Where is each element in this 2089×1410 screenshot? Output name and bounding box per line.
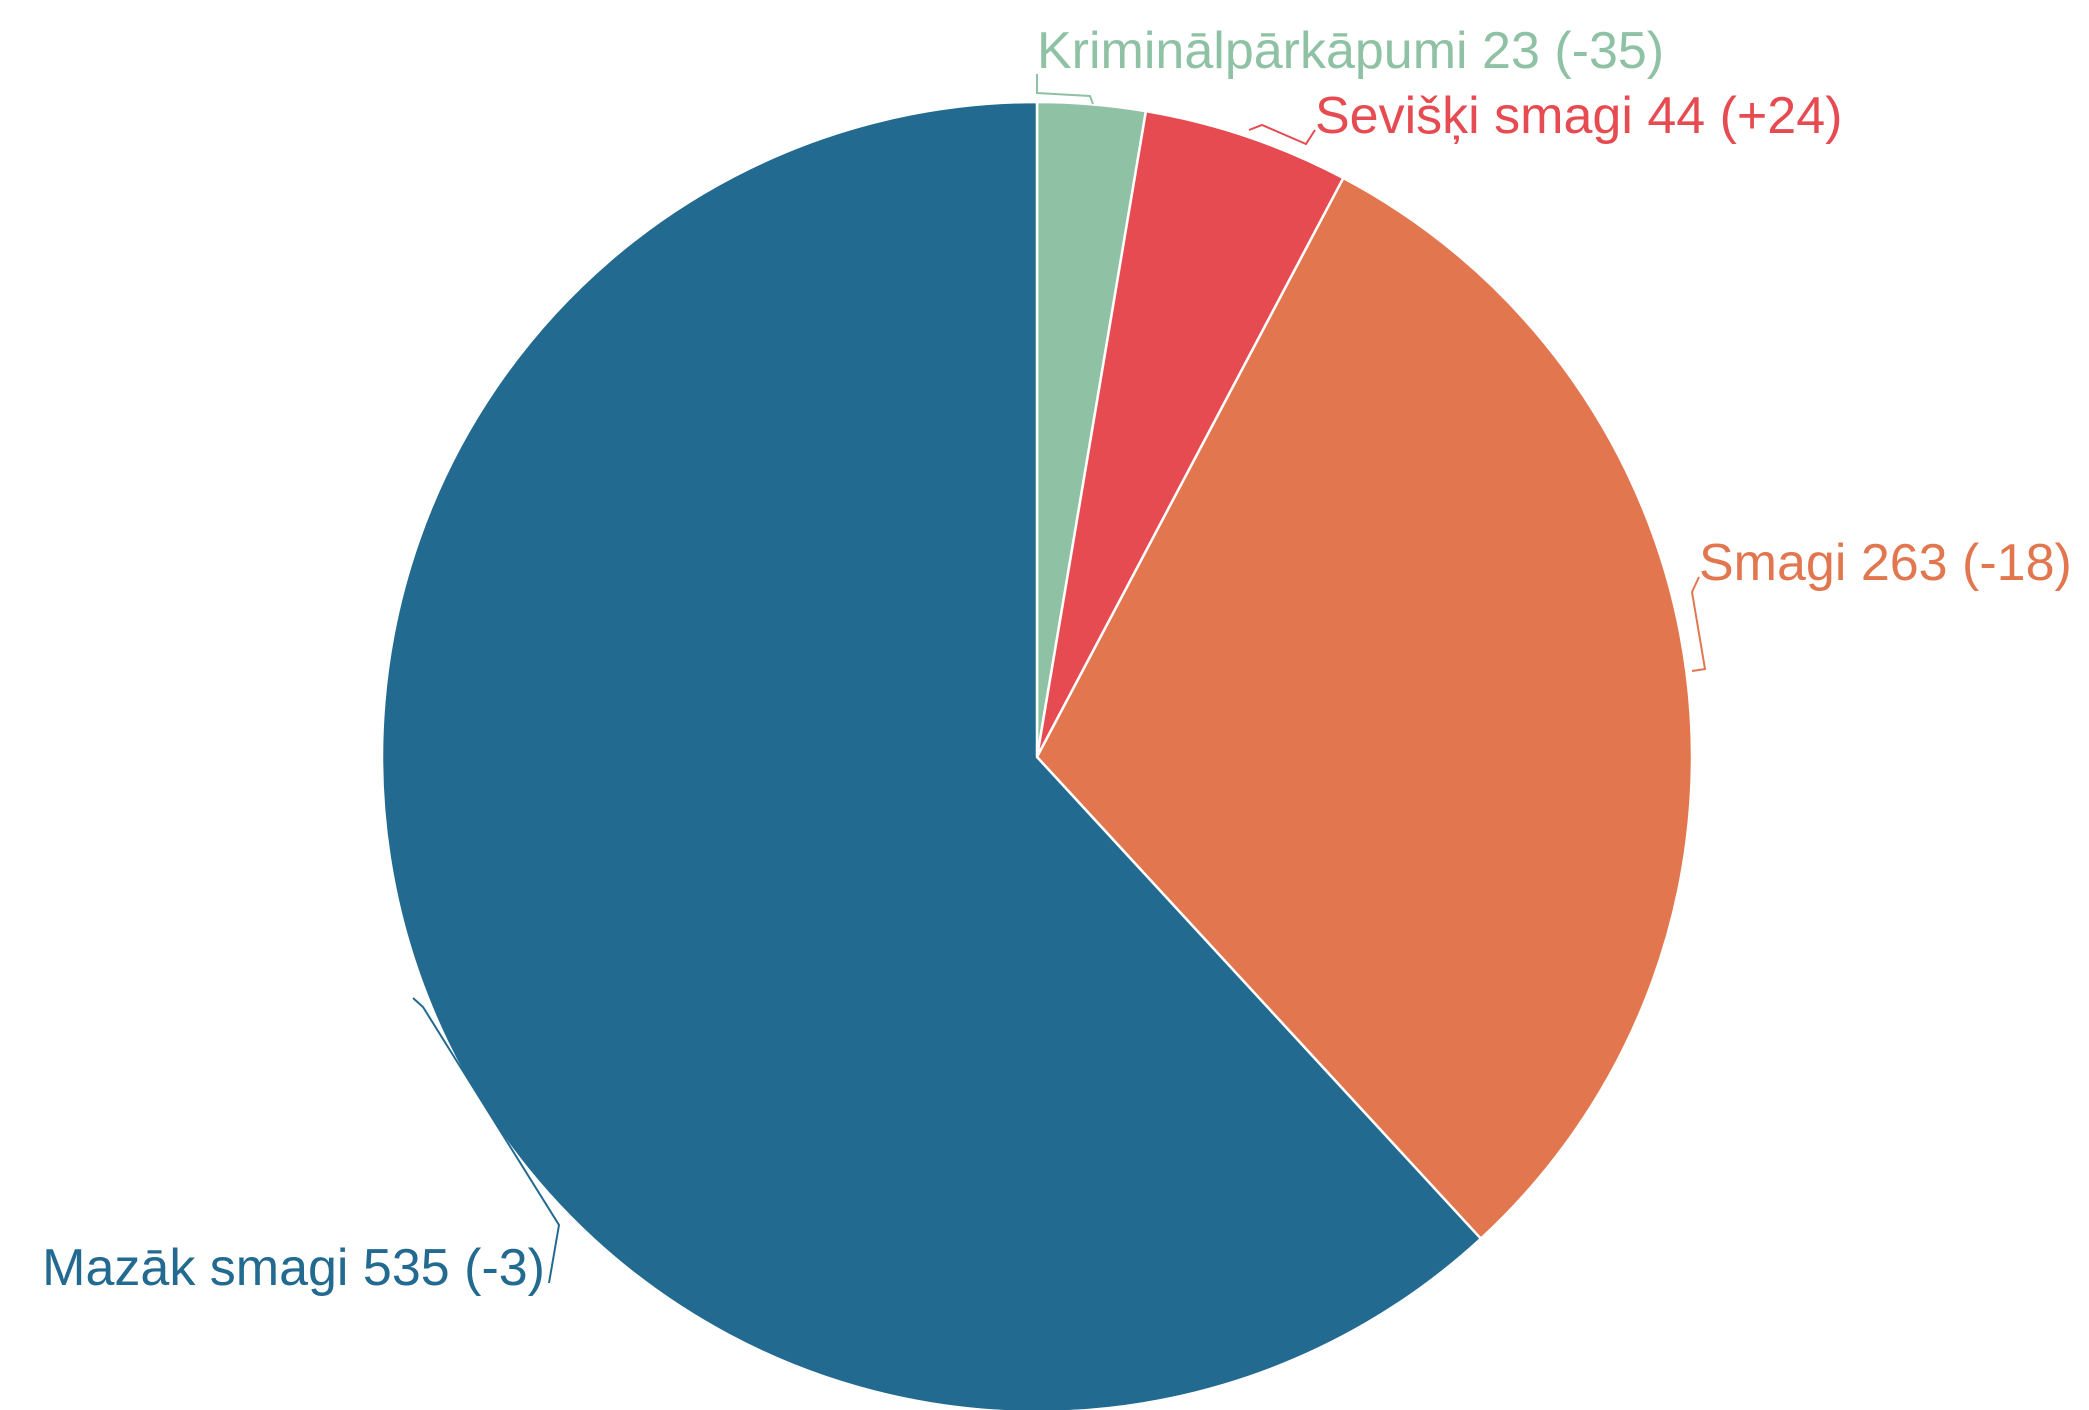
slice-label-seviski-smagi: Sevišķi smagi 44 (+24) [1315,87,1842,145]
slice-labels-layer: Kriminālpārkāpumi 23 (-35) Sevišķi smagi … [42,22,2072,1297]
leader-line-smagi [1690,576,1707,672]
leader-line-mazak-smagi [412,997,561,1284]
slice-label-smagi: Smagi 263 (-18) [1699,534,2072,592]
slices-layer [380,100,1694,1410]
pie-slice-smagi [1035,176,1694,1240]
leader-line-kriminalparkapumi [1036,74,1094,105]
leader-lines-layer [412,74,1707,1284]
slice-label-kriminalparkapumi: Kriminālpārkāpumi 23 (-35) [1037,22,1664,80]
pie-slice-mazak-smagi [380,100,1483,1410]
pie-slice-seviski-smagi [1035,109,1345,759]
leader-line-seviski-smagi [1248,123,1316,146]
slice-label-mazak-smagi: Mazāk smagi 535 (-3) [42,1239,545,1297]
